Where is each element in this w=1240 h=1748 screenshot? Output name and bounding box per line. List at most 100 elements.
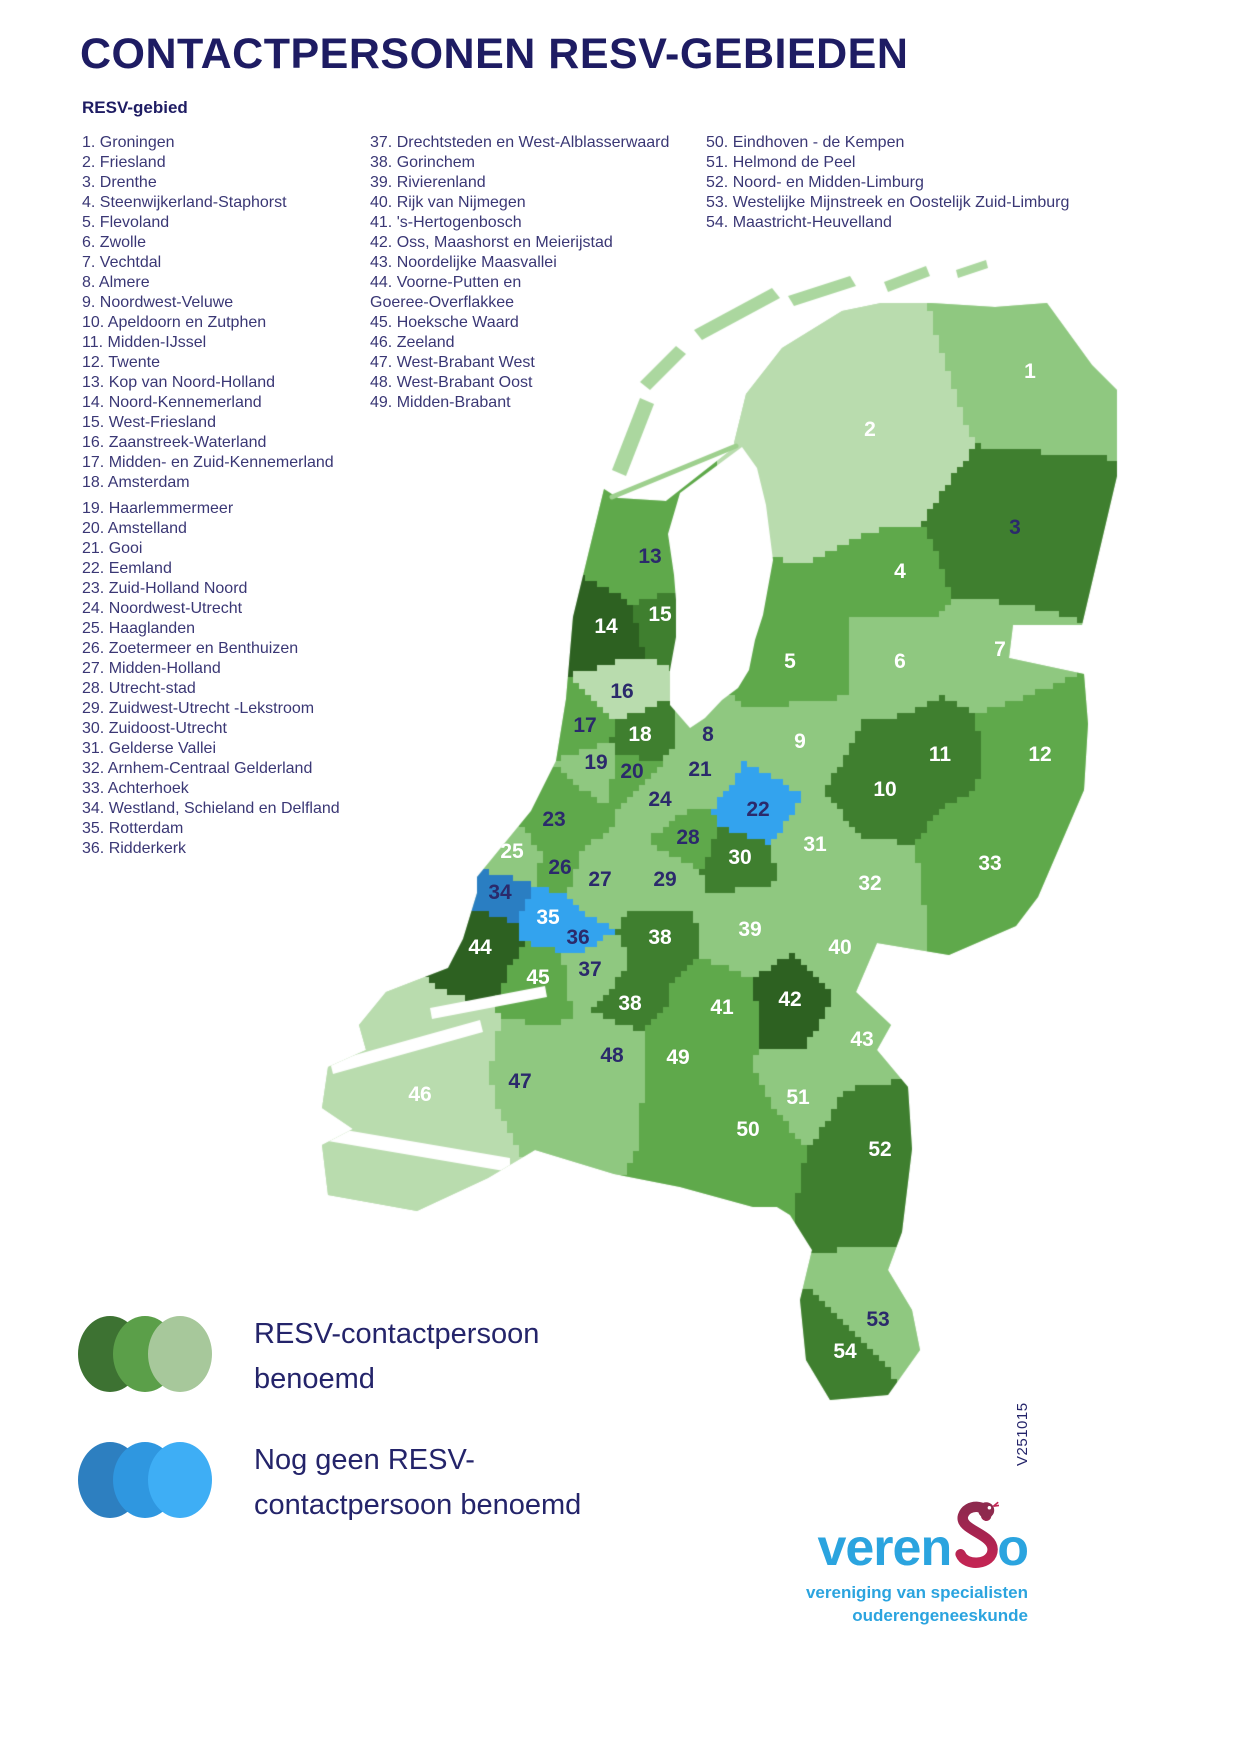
map-region-label: 3 [1009, 516, 1021, 539]
map-region-label: 14 [594, 615, 618, 638]
map-region-label: 33 [978, 852, 1002, 875]
map-region-label: 54 [833, 1340, 857, 1363]
page-title: CONTACTPERSONEN RESV-GEBIEDEN [80, 30, 909, 78]
region-list-item: 54. Maastricht-Heuvelland [706, 214, 892, 231]
map-region-label: 34 [488, 881, 512, 904]
verenso-logo: veren o vereniging van specialisten oude… [805, 1498, 1029, 1628]
map-region-label: 28 [676, 826, 700, 849]
map-region-label: 15 [648, 603, 672, 626]
region-list-item: 1. Groningen [82, 134, 175, 151]
region-list-column-2: 37. Drechtsteden en West-Alblasserwaard 3… [370, 133, 680, 413]
logo-text-suffix: o [997, 1519, 1029, 1578]
verenso-wordmark: veren o [806, 1498, 1029, 1578]
map-region-label: 25 [500, 840, 524, 863]
region-list-item: 42. Oss, Maashorst en Meierijstad [370, 234, 613, 251]
region-list-item: 32. Arnhem-Centraal Gelderland [82, 760, 313, 777]
snake-icon [955, 1501, 1000, 1568]
map-region-label: 38 [618, 992, 642, 1015]
legend-named-label: RESV-contactpersoon benoemd [254, 1318, 540, 1395]
region-list-column-1: 1. Groningen 2. Friesland 3. Drenthe 4. Ste… [82, 133, 367, 859]
map-region-label: 45 [526, 966, 550, 989]
map-region-label: 10 [873, 778, 897, 801]
region-list-item: 29. Zuidwest-Utrecht -Lekstroom [82, 700, 315, 717]
region-list-item: 40. Rijk van Nijmegen [370, 194, 526, 211]
logo-text-prefix: veren [817, 1519, 952, 1578]
map-region-label: 1 [1024, 360, 1036, 383]
region-list-item: 35. Rotterdam [82, 820, 184, 837]
region-list-item: 51. Helmond de Peel [706, 154, 856, 171]
map-region-label: 18 [628, 723, 652, 746]
region-list-item: 5. Flevoland [82, 214, 170, 231]
map-region-label: 29 [653, 868, 677, 891]
legend-named: RESV-contactpersoon benoemd [78, 1316, 539, 1402]
region-list-item: 20. Amstelland [82, 520, 187, 537]
region-list-item: 6. Zwolle [82, 234, 147, 251]
region-list-item: 2. Friesland [82, 154, 166, 171]
region-list-item: 9. Noordwest-Veluwe [82, 294, 234, 311]
region-list-item: 45. Hoeksche Waard [370, 314, 519, 331]
region-list-item: 26. Zoetermeer en Benthuizen [82, 640, 299, 657]
region-list-item: 50. Eindhoven - de Kempen [706, 134, 905, 151]
logo-tagline: vereniging van specialisten ouderengenee… [805, 1583, 1028, 1625]
region-list-item: 38. Gorinchem [370, 154, 475, 171]
region-list-column-3: 50. Eindhoven - de Kempen 51. Helmond de … [706, 133, 1086, 233]
map-region-label: 36 [566, 926, 590, 949]
region-list-item: 11. Midden-IJssel [82, 334, 207, 351]
map-region-label: 53 [866, 1308, 890, 1331]
map-region-label: 31 [803, 833, 827, 856]
region-list-item: 10. Apeldoorn en Zutphen [82, 314, 267, 331]
map-region-label: 49 [666, 1046, 690, 1069]
map-region-label: 51 [786, 1086, 810, 1109]
map-region-label: 23 [542, 808, 566, 831]
legend-named-circles-icon [78, 1316, 218, 1394]
version-label: V251015 [1014, 1402, 1031, 1466]
map-region-label: 47 [508, 1070, 532, 1093]
region-list-item: 8. Almere [82, 274, 150, 291]
region-list-item: 53. Westelijke Mijnstreek en Oostelijk Z… [706, 194, 1070, 211]
map-region-label: 42 [778, 988, 802, 1011]
region-list-item: 22. Eemland [82, 560, 172, 577]
map-region-label: 43 [850, 1028, 874, 1051]
map-region-label: 17 [573, 714, 597, 737]
legend-circle-icon [148, 1442, 212, 1518]
map-region-label: 41 [710, 996, 734, 1019]
region-list-item: 33. Achterhoek [82, 780, 189, 797]
region-list-item: 19. Haarlemmermeer [82, 500, 234, 517]
map-region-label: 38 [648, 926, 672, 949]
map-region-label: 2 [864, 418, 876, 441]
region-list-item: 46. Zeeland [370, 334, 455, 351]
legend-unnamed-circles-icon [78, 1442, 218, 1520]
map-region-label: 32 [858, 872, 882, 895]
map-region-label: 26 [548, 856, 572, 879]
region-list-item: 39. Rivierenland [370, 174, 486, 191]
region-list-item: 13. Kop van Noord-Holland [82, 374, 276, 391]
map-region-label: 50 [736, 1118, 760, 1141]
map-region-label: 8 [702, 723, 714, 746]
region-list-item: 17. Midden- en Zuid-Kennemerland [82, 454, 334, 471]
map-region-label: 20 [620, 760, 644, 783]
map-region-label: 44 [468, 936, 492, 959]
map-region-label: 30 [728, 846, 752, 869]
region-list-item: 21. Gooi [82, 540, 143, 557]
map-region-label: 4 [894, 560, 906, 583]
map-region-label: 24 [648, 788, 672, 811]
region-list-item: 12. Twente [82, 354, 160, 371]
region-list-item: 15. West-Friesland [82, 414, 216, 431]
map-region-label: 27 [588, 868, 612, 891]
map-region-label: 12 [1028, 743, 1052, 766]
legend-unnamed: Nog geen RESV- contactpersoon benoemd [78, 1442, 581, 1528]
map-region-label: 35 [536, 906, 560, 929]
region-list-item: 31. Gelderse Vallei [82, 740, 216, 757]
map-region-label: 48 [600, 1044, 624, 1067]
region-list-item: 43. Noordelijke Maasvallei [370, 254, 557, 271]
region-list-item: 48. West-Brabant Oost [370, 374, 533, 391]
map-region-label: 22 [746, 798, 770, 821]
region-list-item: 52. Noord- en Midden-Limburg [706, 174, 924, 191]
list-header: RESV-gebied [82, 98, 188, 117]
region-list-item: 37. Drechtsteden en West-Alblasserwaard [370, 134, 670, 151]
region-list-item: 44. Voorne-Putten en Goeree-Overflakkee [370, 274, 522, 311]
region-list-item: 4. Steenwijkerland-Staphorst [82, 194, 287, 211]
